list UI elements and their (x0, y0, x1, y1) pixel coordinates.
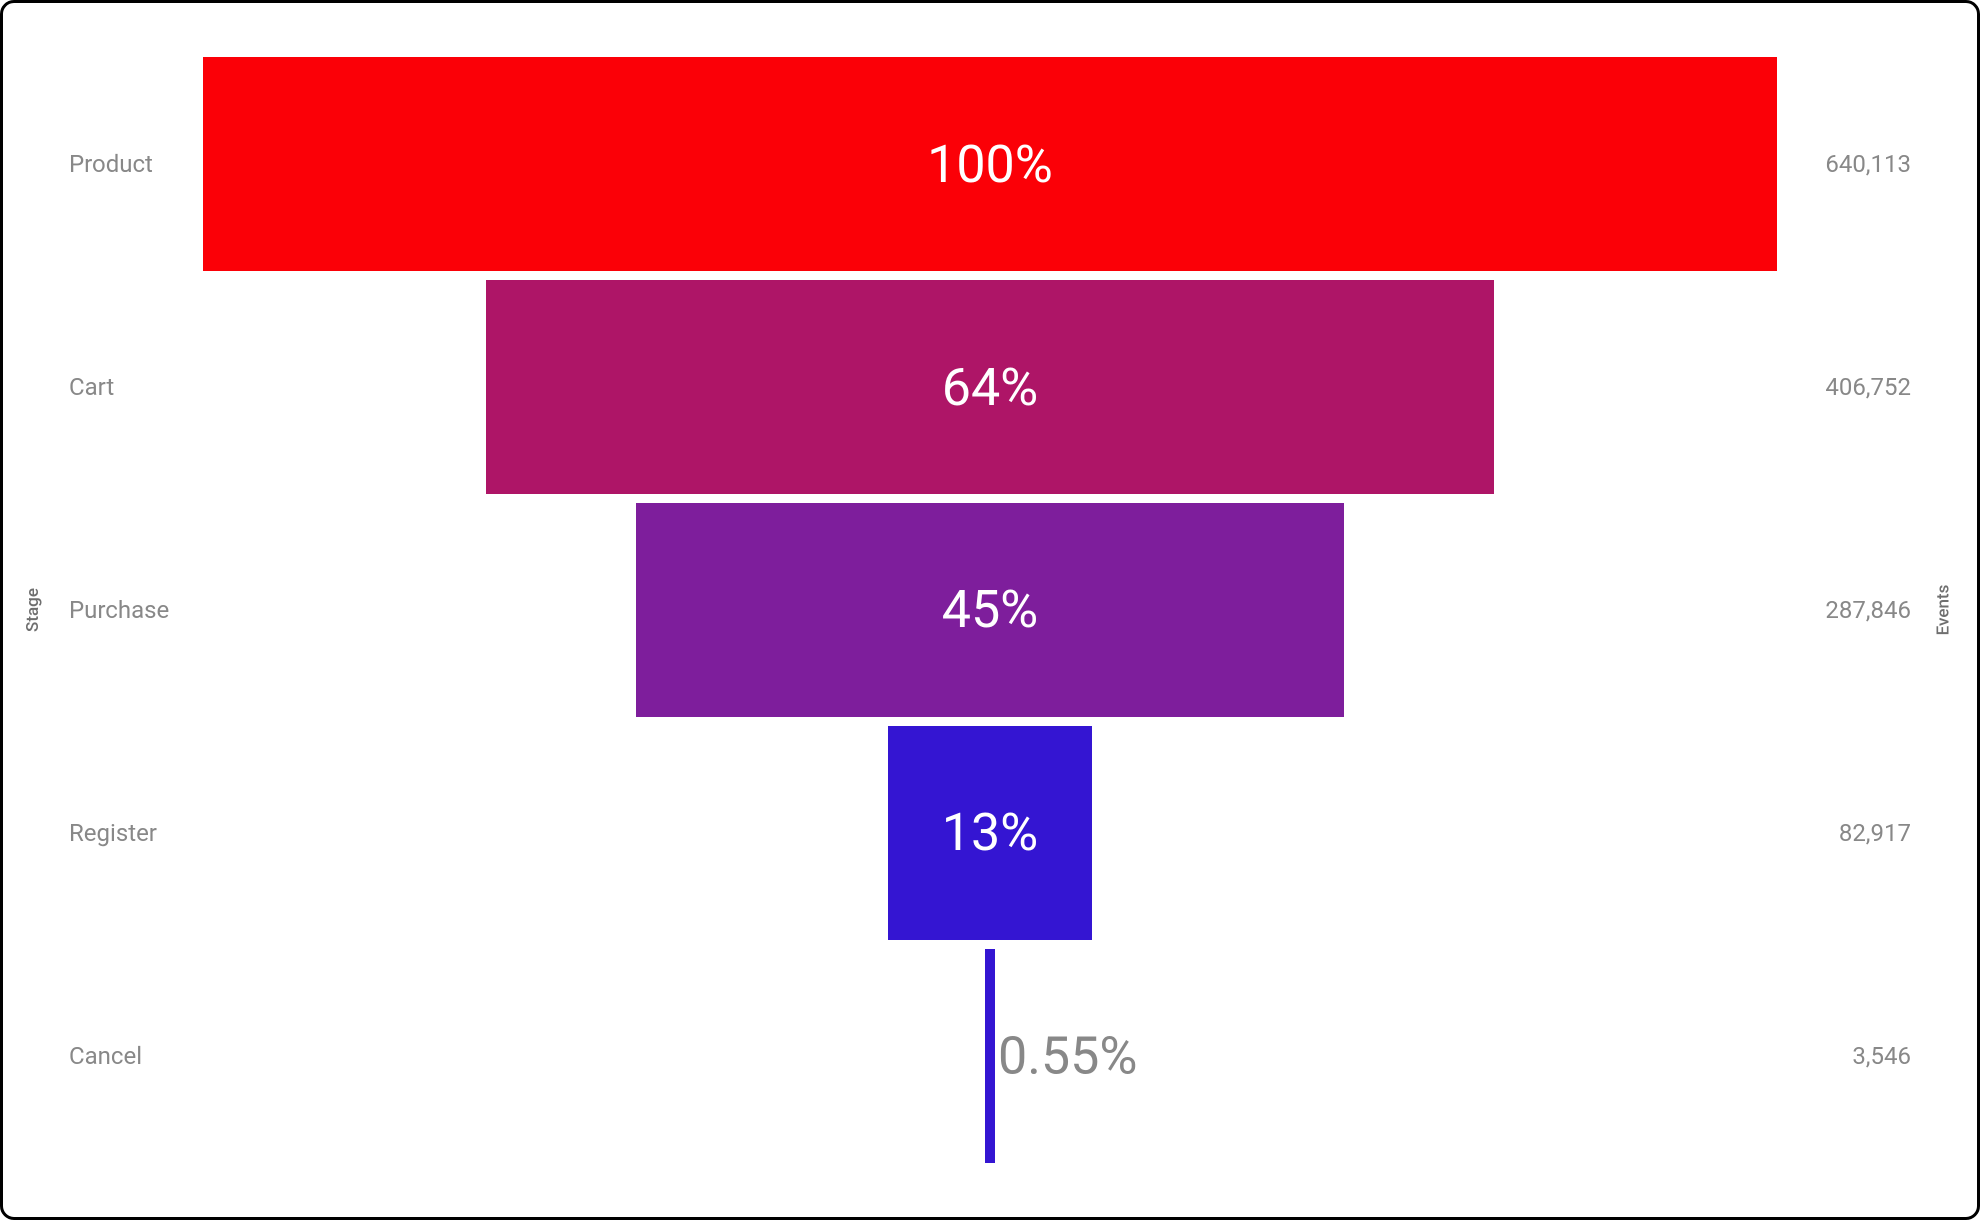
events-label: 406,752 (1777, 373, 1917, 401)
funnel-row: Purchase 45% 287,846 (63, 499, 1917, 722)
bar-zone: 45% (203, 499, 1777, 722)
bar-zone: 100% (203, 53, 1777, 276)
stage-label: Cart (63, 373, 203, 401)
events-label: 287,846 (1777, 596, 1917, 624)
left-axis-title: Stage (23, 588, 43, 632)
funnel-bar (985, 949, 994, 1163)
funnel-bar: 64% (486, 280, 1493, 494)
bar-zone: 13% (203, 721, 1777, 944)
funnel-chart-frame: Stage Events Product 100% 640,113 Cart 64% 40… (0, 0, 1980, 1220)
funnel-bar: 100% (203, 57, 1777, 271)
percent-label: 0.55% (998, 1025, 1137, 1086)
right-axis-title: Events (1934, 585, 1954, 636)
percent-label: 45% (942, 579, 1039, 640)
percent-label: 64% (942, 357, 1039, 418)
events-label: 82,917 (1777, 819, 1917, 847)
funnel-bar: 13% (888, 726, 1093, 940)
funnel-row: Cancel 0.55% 3,546 (63, 944, 1917, 1167)
percent-label: 100% (927, 134, 1053, 195)
stage-label: Purchase (63, 596, 203, 624)
events-label: 640,113 (1777, 150, 1917, 178)
bar-zone: 64% (203, 276, 1777, 499)
percent-label: 13% (942, 802, 1039, 863)
funnel-row: Register 13% 82,917 (63, 721, 1917, 944)
funnel-row: Product 100% 640,113 (63, 53, 1917, 276)
funnel-row: Cart 64% 406,752 (63, 276, 1917, 499)
stage-label: Register (63, 819, 203, 847)
bar-zone: 0.55% (203, 944, 1777, 1167)
funnel-plot-area: Product 100% 640,113 Cart 64% 406,752 Purchase… (63, 53, 1917, 1167)
stage-label: Product (63, 150, 203, 178)
funnel-bar: 45% (636, 503, 1344, 717)
stage-label: Cancel (63, 1042, 203, 1070)
events-label: 3,546 (1777, 1042, 1917, 1070)
